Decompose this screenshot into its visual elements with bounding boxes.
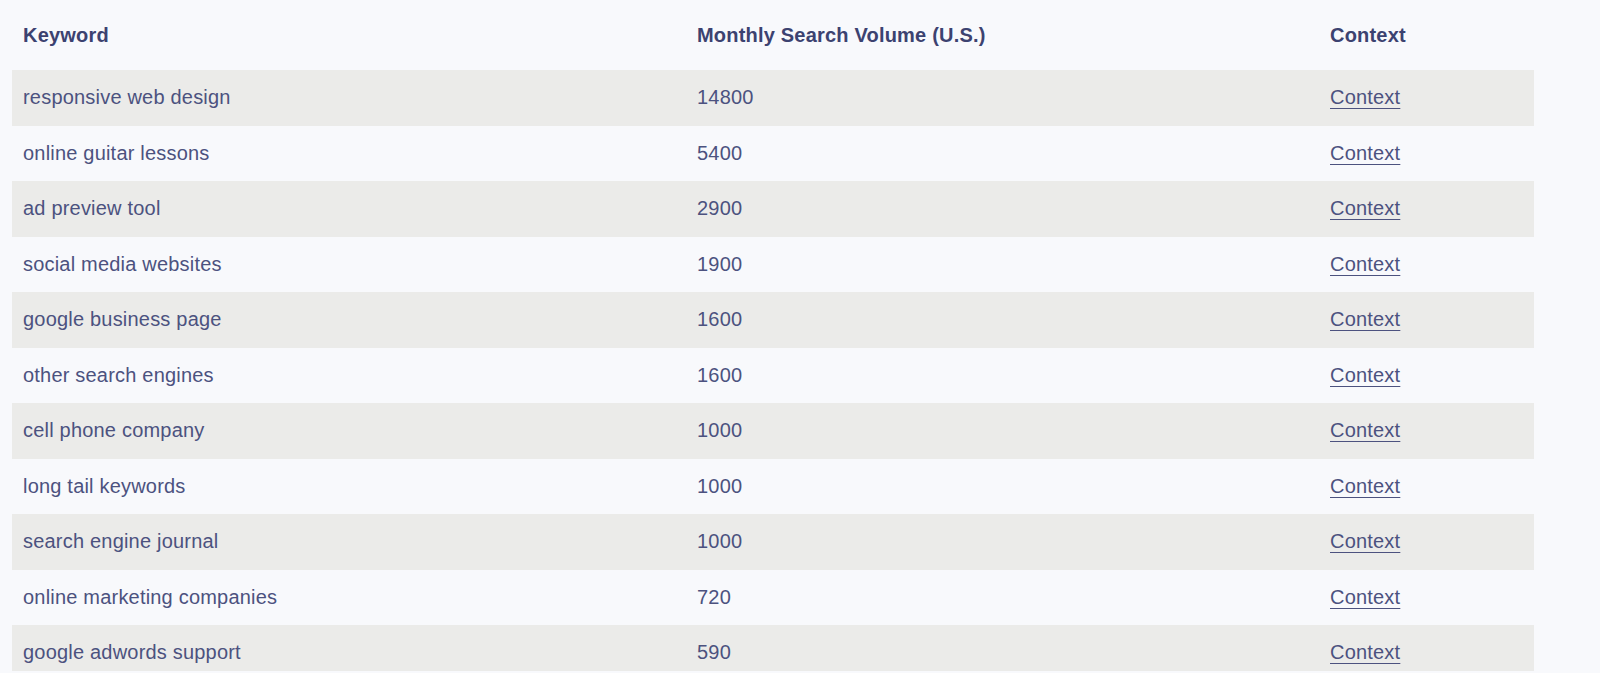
volume-cell: 1600 <box>697 308 1330 331</box>
keyword-cell: cell phone company <box>12 419 697 442</box>
keyword-cell: online guitar lessons <box>12 142 697 165</box>
keyword-cell: responsive web design <box>12 86 697 109</box>
keyword-cell: other search engines <box>12 364 697 387</box>
keyword-cell: search engine journal <box>12 530 697 553</box>
context-link[interactable]: Context <box>1330 586 1400 608</box>
volume-cell: 1000 <box>697 530 1330 553</box>
volume-cell: 1600 <box>697 364 1330 387</box>
column-header-context: Context <box>1330 24 1534 47</box>
keyword-cell: ad preview tool <box>12 197 697 220</box>
volume-cell: 14800 <box>697 86 1330 109</box>
volume-cell: 1000 <box>697 475 1330 498</box>
table-row: ad preview tool 2900 Context <box>12 181 1534 237</box>
table-row: search engine journal 1000 Context <box>12 514 1534 570</box>
column-header-volume: Monthly Search Volume (U.S.) <box>697 24 1330 47</box>
table-row: google business page 1600 Context <box>12 292 1534 348</box>
table-row: other search engines 1600 Context <box>12 348 1534 404</box>
volume-cell: 1900 <box>697 253 1330 276</box>
keyword-cell: online marketing companies <box>12 586 697 609</box>
context-link[interactable]: Context <box>1330 475 1400 497</box>
column-header-keyword: Keyword <box>12 24 697 47</box>
table-row: responsive web design 14800 Context <box>12 70 1534 126</box>
keyword-table: Keyword Monthly Search Volume (U.S.) Con… <box>0 0 1600 671</box>
table-row: online marketing companies 720 Context <box>12 570 1534 626</box>
context-link[interactable]: Context <box>1330 364 1400 386</box>
context-link[interactable]: Context <box>1330 142 1400 164</box>
context-link[interactable]: Context <box>1330 419 1400 441</box>
keyword-cell: long tail keywords <box>12 475 697 498</box>
context-link[interactable]: Context <box>1330 308 1400 330</box>
volume-cell: 5400 <box>697 142 1330 165</box>
context-link[interactable]: Context <box>1330 641 1400 663</box>
table-row: online guitar lessons 5400 Context <box>12 126 1534 182</box>
context-link[interactable]: Context <box>1330 86 1400 108</box>
volume-cell: 2900 <box>697 197 1330 220</box>
keyword-cell: google adwords support <box>12 641 697 664</box>
volume-cell: 720 <box>697 586 1330 609</box>
volume-cell: 1000 <box>697 419 1330 442</box>
context-link[interactable]: Context <box>1330 530 1400 552</box>
context-link[interactable]: Context <box>1330 197 1400 219</box>
table-row: social media websites 1900 Context <box>12 237 1534 293</box>
volume-cell: 590 <box>697 641 1330 664</box>
table-row: google adwords support 590 Context <box>12 625 1534 671</box>
table-row: long tail keywords 1000 Context <box>12 459 1534 515</box>
table-row: cell phone company 1000 Context <box>12 403 1534 459</box>
keyword-cell: google business page <box>12 308 697 331</box>
context-link[interactable]: Context <box>1330 253 1400 275</box>
keyword-cell: social media websites <box>12 253 697 276</box>
table-header: Keyword Monthly Search Volume (U.S.) Con… <box>12 0 1534 70</box>
